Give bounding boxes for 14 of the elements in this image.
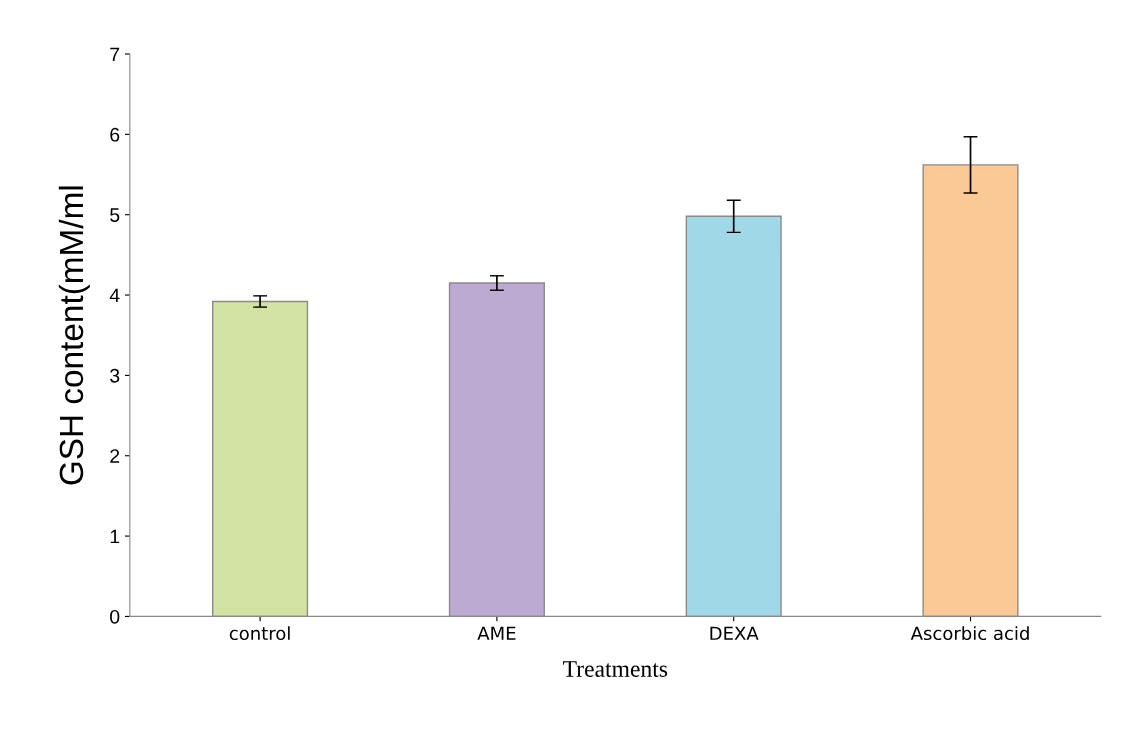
y-tick-label: 1 (110, 529, 120, 544)
x-tick-label: Ascorbic acid (910, 626, 1029, 641)
x-tick-label: control (229, 626, 290, 641)
y-tick-label: 7 (110, 47, 120, 62)
y-tick-label: 6 (110, 127, 120, 142)
y-tick-label: 2 (110, 449, 120, 463)
x-tick-label: DEXA (710, 626, 759, 640)
y-tick-label: 0 (110, 609, 120, 624)
y-tick-label: 4 (109, 288, 120, 303)
y-tick-label: 3 (110, 368, 120, 383)
y-axis-title: GSH content(mM/ml (58, 186, 90, 485)
x-tick-label: AME (477, 626, 516, 640)
y-tick-label: 5 (110, 208, 120, 222)
x-axis-title: Treatments (563, 661, 668, 677)
